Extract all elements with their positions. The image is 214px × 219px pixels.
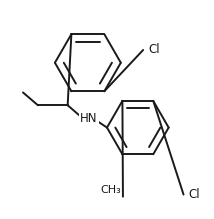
Text: Cl: Cl — [149, 43, 160, 57]
Text: CH₃: CH₃ — [100, 185, 121, 194]
Text: Cl: Cl — [189, 188, 201, 201]
Text: HN: HN — [80, 112, 98, 125]
